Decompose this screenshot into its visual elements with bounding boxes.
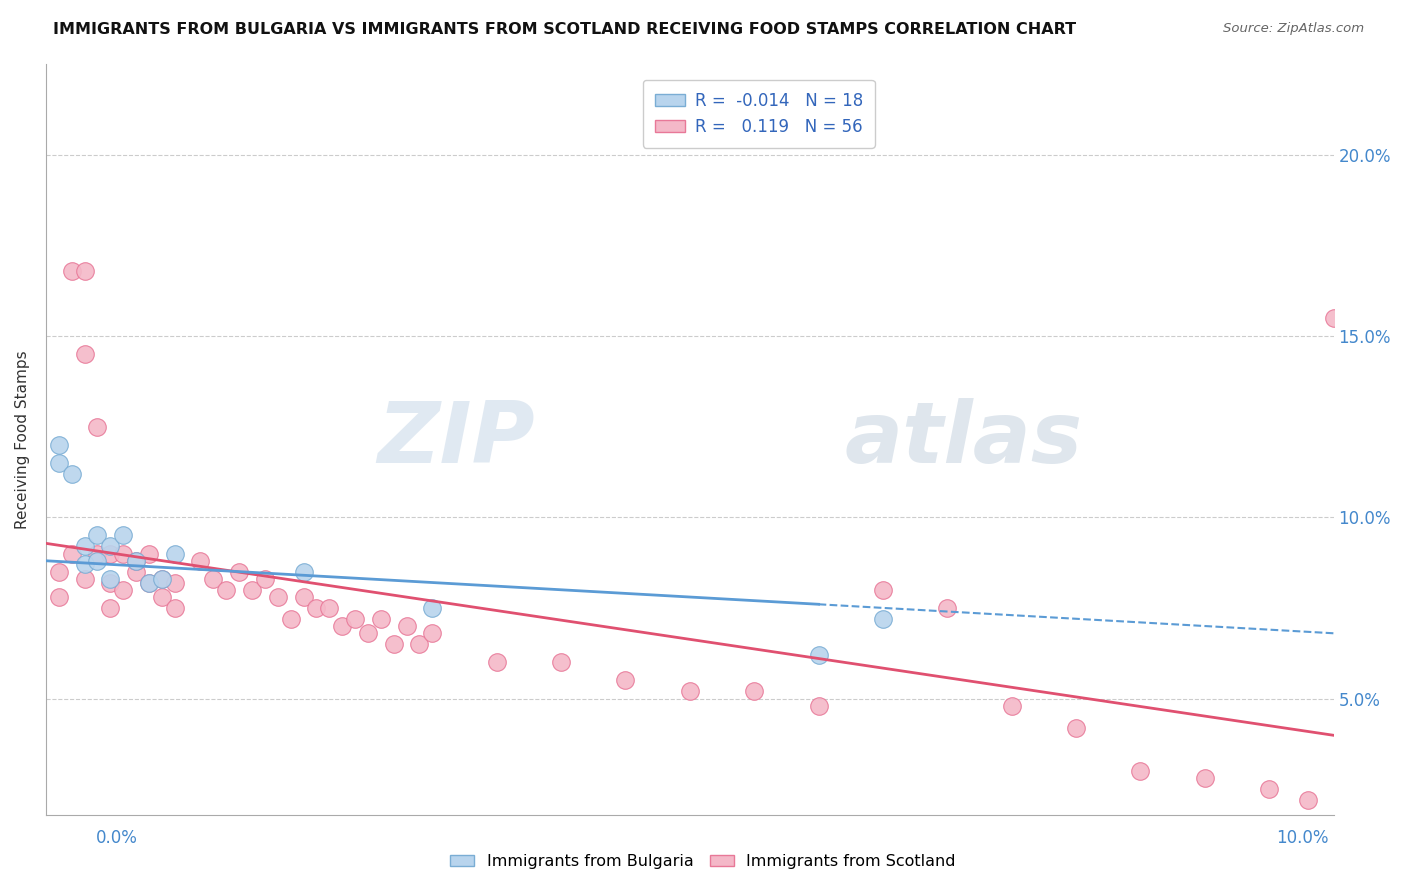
Point bbox=[150, 572, 173, 586]
Point bbox=[150, 590, 173, 604]
Point bbox=[86, 554, 108, 568]
Point bbox=[215, 582, 238, 597]
Point bbox=[292, 565, 315, 579]
Point bbox=[86, 528, 108, 542]
Point bbox=[138, 547, 160, 561]
Point bbox=[112, 528, 135, 542]
Point bbox=[408, 637, 430, 651]
Point bbox=[48, 565, 70, 579]
Point bbox=[98, 601, 121, 615]
Point bbox=[872, 582, 894, 597]
Point bbox=[330, 619, 353, 633]
Point bbox=[163, 601, 186, 615]
Point bbox=[48, 456, 70, 470]
Point bbox=[138, 575, 160, 590]
Point bbox=[280, 612, 302, 626]
Point bbox=[679, 684, 702, 698]
Point bbox=[240, 582, 263, 597]
Text: ZIP: ZIP bbox=[378, 398, 536, 481]
Point bbox=[382, 637, 405, 651]
Point bbox=[98, 572, 121, 586]
Point bbox=[163, 575, 186, 590]
Point bbox=[550, 655, 572, 669]
Point bbox=[1296, 793, 1319, 807]
Point bbox=[112, 582, 135, 597]
Point bbox=[318, 601, 340, 615]
Point bbox=[125, 554, 148, 568]
Point bbox=[614, 673, 637, 688]
Point bbox=[485, 655, 508, 669]
Point bbox=[228, 565, 250, 579]
Point bbox=[163, 547, 186, 561]
Point bbox=[48, 438, 70, 452]
Point bbox=[253, 572, 276, 586]
Point bbox=[60, 467, 83, 481]
Point bbox=[98, 547, 121, 561]
Point bbox=[98, 575, 121, 590]
Text: atlas: atlas bbox=[845, 398, 1083, 481]
Point bbox=[395, 619, 418, 633]
Text: Source: ZipAtlas.com: Source: ZipAtlas.com bbox=[1223, 22, 1364, 36]
Legend: Immigrants from Bulgaria, Immigrants from Scotland: Immigrants from Bulgaria, Immigrants fro… bbox=[444, 847, 962, 875]
Text: 10.0%: 10.0% bbox=[1277, 829, 1329, 847]
Text: IMMIGRANTS FROM BULGARIA VS IMMIGRANTS FROM SCOTLAND RECEIVING FOOD STAMPS CORRE: IMMIGRANTS FROM BULGARIA VS IMMIGRANTS F… bbox=[53, 22, 1077, 37]
Point bbox=[267, 590, 290, 604]
Point bbox=[86, 547, 108, 561]
Point bbox=[150, 572, 173, 586]
Text: 0.0%: 0.0% bbox=[96, 829, 138, 847]
Point bbox=[48, 590, 70, 604]
Point bbox=[73, 347, 96, 361]
Point bbox=[73, 263, 96, 277]
Point bbox=[357, 626, 380, 640]
Point bbox=[73, 539, 96, 553]
Point bbox=[202, 572, 225, 586]
Point bbox=[305, 601, 328, 615]
Point bbox=[138, 575, 160, 590]
Point bbox=[807, 648, 830, 662]
Legend: R =  -0.014   N = 18, R =   0.119   N = 56: R = -0.014 N = 18, R = 0.119 N = 56 bbox=[643, 80, 875, 147]
Point bbox=[86, 419, 108, 434]
Point bbox=[292, 590, 315, 604]
Point bbox=[1194, 772, 1216, 786]
Point bbox=[420, 626, 443, 640]
Point bbox=[1323, 310, 1346, 325]
Point bbox=[125, 554, 148, 568]
Point bbox=[60, 263, 83, 277]
Point bbox=[807, 698, 830, 713]
Point bbox=[420, 601, 443, 615]
Point bbox=[125, 565, 148, 579]
Point bbox=[936, 601, 959, 615]
Point bbox=[742, 684, 765, 698]
Point bbox=[1258, 782, 1281, 797]
Point bbox=[73, 558, 96, 572]
Y-axis label: Receiving Food Stamps: Receiving Food Stamps bbox=[15, 350, 30, 529]
Point bbox=[190, 554, 212, 568]
Point bbox=[1129, 764, 1152, 778]
Point bbox=[98, 539, 121, 553]
Point bbox=[73, 572, 96, 586]
Point bbox=[872, 612, 894, 626]
Point bbox=[343, 612, 366, 626]
Point bbox=[1001, 698, 1024, 713]
Point bbox=[60, 547, 83, 561]
Point bbox=[1064, 721, 1087, 735]
Point bbox=[370, 612, 392, 626]
Point bbox=[112, 547, 135, 561]
